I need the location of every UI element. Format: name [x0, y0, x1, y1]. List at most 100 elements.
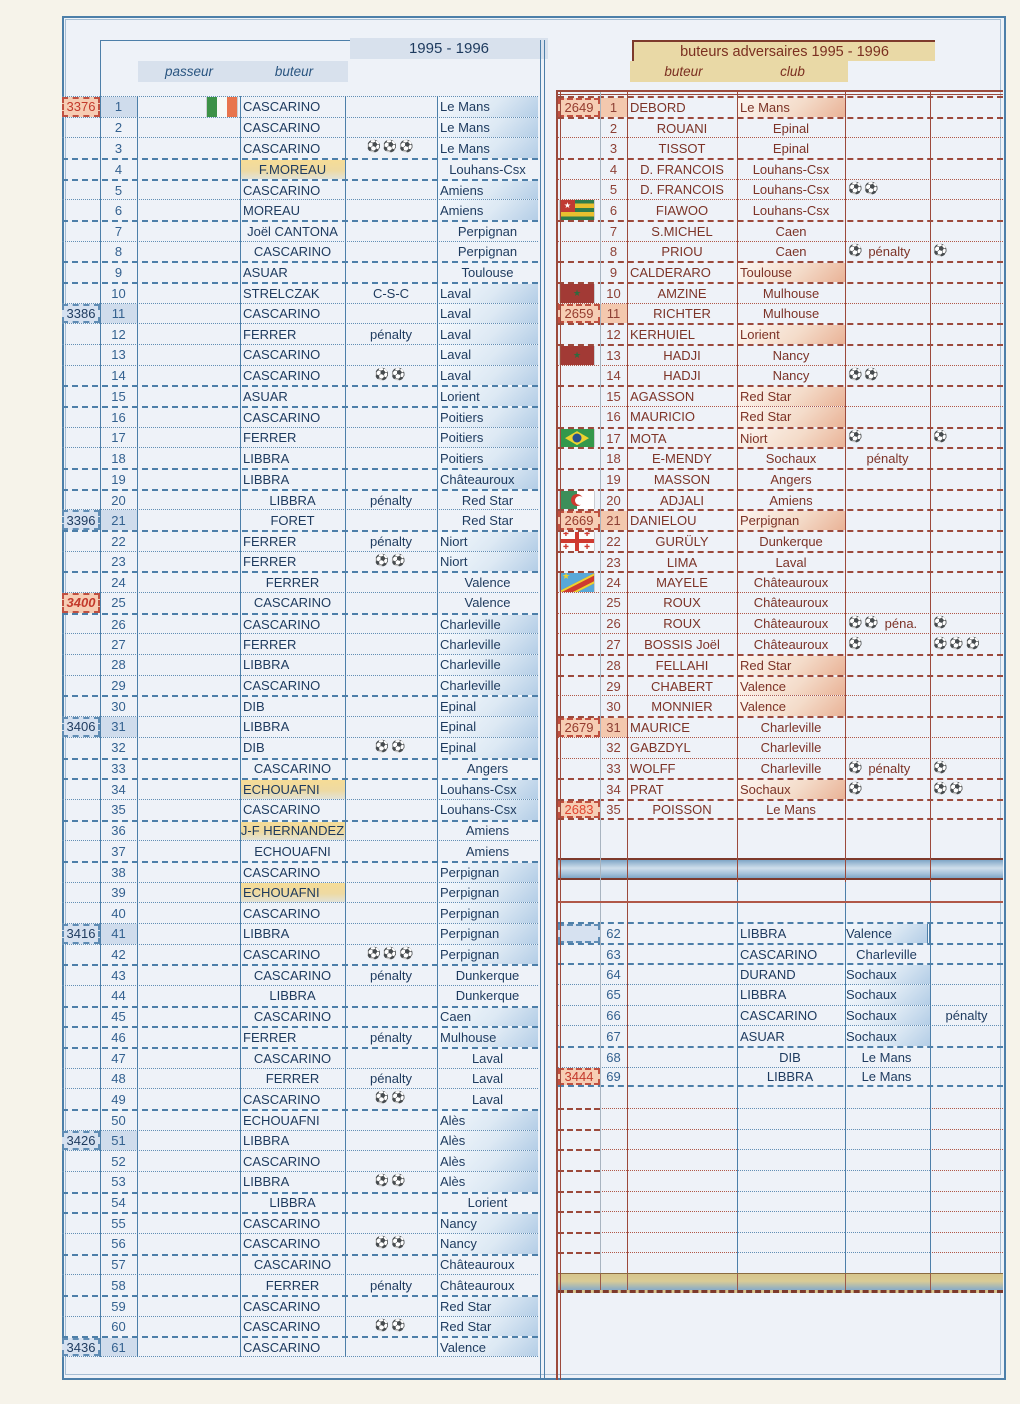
goal-number-cell: [62, 200, 100, 220]
right-table-top-border: [556, 90, 1003, 92]
brazil-flag-icon: [560, 428, 594, 448]
goal-number-cell: [558, 677, 600, 696]
scorer-cell-label: FERRER: [243, 554, 297, 570]
scorer-cell: CASCARINO: [240, 1317, 345, 1337]
notes-cell: [345, 1049, 437, 1068]
goal-row: 35 CASCARINO Louhans-Csx: [62, 798, 538, 820]
row-number: 12: [606, 327, 621, 343]
goal-number-cell: [558, 614, 600, 634]
club-cell-label: Lorient: [467, 1195, 508, 1211]
club-cell: Valence: [843, 924, 930, 943]
goal-row: 16 MAURICIO Red Star: [558, 406, 1003, 427]
club-cell: Red Star: [437, 491, 538, 510]
assist-cell: [137, 1234, 240, 1254]
scorer-cell: LIBBRA: [737, 985, 843, 1005]
opponent-scorer-cell-label: AMZINE: [657, 285, 707, 301]
row-number-cell: 28: [600, 656, 627, 675]
goal-row: 67 ASUAR Sochaux: [558, 1025, 1003, 1047]
row-number: 47: [111, 1050, 126, 1066]
scorer-cell-label: ECHOUAFNI: [254, 843, 331, 859]
club-cell: Amiens: [437, 822, 538, 841]
row-number: 5: [609, 182, 618, 198]
assist-cell: [137, 986, 240, 1006]
goal-number-cell: [62, 1194, 100, 1213]
assist-cell: [137, 903, 240, 923]
club-cell: Châteauroux: [437, 470, 538, 489]
club-cell-label: Charleville: [440, 678, 501, 694]
assist-cell: [137, 491, 240, 510]
opponent-club-cell-label: Lorient: [740, 327, 780, 343]
goal-row: 3406 31 LIBBRA Epinal: [62, 716, 538, 737]
scorer-cell: ECHOUAFNI: [240, 1111, 345, 1130]
extra-notes-cell: [930, 553, 1003, 572]
scorer-cell: DIB: [240, 697, 345, 716]
scorer-cell-label: CASCARINO: [243, 1091, 321, 1107]
empty-row-line: [737, 1128, 845, 1130]
goal-number-cell: [558, 553, 600, 572]
notes-cell: [345, 263, 437, 282]
extra-notes-cell: [930, 160, 1003, 179]
goal-row: 2649 1 DEBORD Le Mans: [558, 96, 1003, 117]
row-number-cell: 13: [100, 345, 137, 365]
row-number: 40: [111, 905, 126, 921]
goal-number-cell: [62, 676, 100, 696]
georgia-cross-icon: ✚: [584, 544, 590, 551]
scorer-cell: CASCARINO: [240, 1234, 345, 1254]
scorer-cell: FERRER: [240, 1069, 345, 1089]
row-number: 26: [111, 616, 126, 632]
opponent-scorer-cell: AMZINE: [627, 284, 737, 303]
club-cell-label: Red Star: [440, 1298, 492, 1314]
goal-number-cell: [558, 284, 600, 303]
scorer-cell: CASCARINO: [240, 1049, 345, 1068]
bottom-table-line: [930, 882, 931, 1273]
row-number-cell: 14: [100, 366, 137, 386]
goal-row: 38 CASCARINO Perpignan: [62, 860, 538, 882]
goal-number-cell: [62, 1214, 100, 1233]
goal-note: pénalty: [868, 760, 911, 776]
assist-cell: [137, 118, 240, 138]
goal-number: 3386: [66, 306, 96, 322]
row-number-cell: 32: [600, 738, 627, 758]
extra-notes-cell: ⚽: [930, 614, 1003, 634]
goal-row: 6 FIAWOO Louhans-Csx: [558, 199, 1003, 221]
row-number-cell: 51: [100, 1130, 137, 1151]
extra-notes-cell: [930, 98, 1003, 117]
opponent-scorer-cell: MAURICE: [627, 718, 737, 737]
scorer-cell: CASCARINO: [240, 760, 345, 779]
club-cell-label: Poitiers: [440, 450, 484, 466]
scorer-cell: CASCARINO: [240, 408, 345, 427]
assist-cell: [137, 738, 240, 758]
scorer-cell: ECHOUAFNI: [240, 841, 345, 861]
scorer-cell: ASUAR: [240, 263, 345, 282]
scorer-cell: FERRER: [240, 573, 345, 592]
opponent-club-cell-label: Nancy: [772, 347, 810, 363]
scorer-cell: CASCARINO: [240, 1008, 345, 1027]
opponent-club-cell: Caen: [737, 242, 845, 262]
goal-row: 18 LIBBRA Poitiers: [62, 447, 538, 469]
opponent-club-cell-label: Châteauroux: [753, 595, 829, 611]
goal-number-cell: [558, 759, 600, 779]
club-cell: Le Mans: [843, 1068, 930, 1086]
spacer-cell: [627, 1048, 737, 1067]
row-number-cell: 6: [100, 200, 137, 220]
row-number-cell: 21: [100, 510, 137, 531]
club-cell-label: Epinal: [440, 740, 477, 756]
opponent-scorer-cell-label: POISSON: [652, 801, 712, 817]
row-number-cell: 46: [100, 1028, 137, 1047]
georgia-cross-icon: ✚: [563, 532, 569, 539]
row-number: 51: [111, 1132, 126, 1148]
notes-cell: [845, 263, 930, 282]
row-number: 20: [111, 492, 126, 508]
goal-number-cell: [62, 780, 100, 799]
scorer-cell-label: CASCARINO: [740, 1008, 818, 1024]
row-number: 53: [111, 1174, 126, 1190]
empty-row-line: [600, 1190, 627, 1192]
assist-cell: [137, 966, 240, 985]
assist-cell: [137, 345, 240, 365]
notes-cell: ⚽⚽: [345, 366, 437, 386]
goal-number-cell: [558, 200, 600, 221]
opponent-club-cell-label: Amiens: [769, 492, 813, 508]
club-cell-label: Amiens: [465, 843, 510, 859]
scorer-cell: LIBBRA: [240, 470, 345, 489]
opponent-club-cell-label: Caen: [775, 244, 807, 260]
